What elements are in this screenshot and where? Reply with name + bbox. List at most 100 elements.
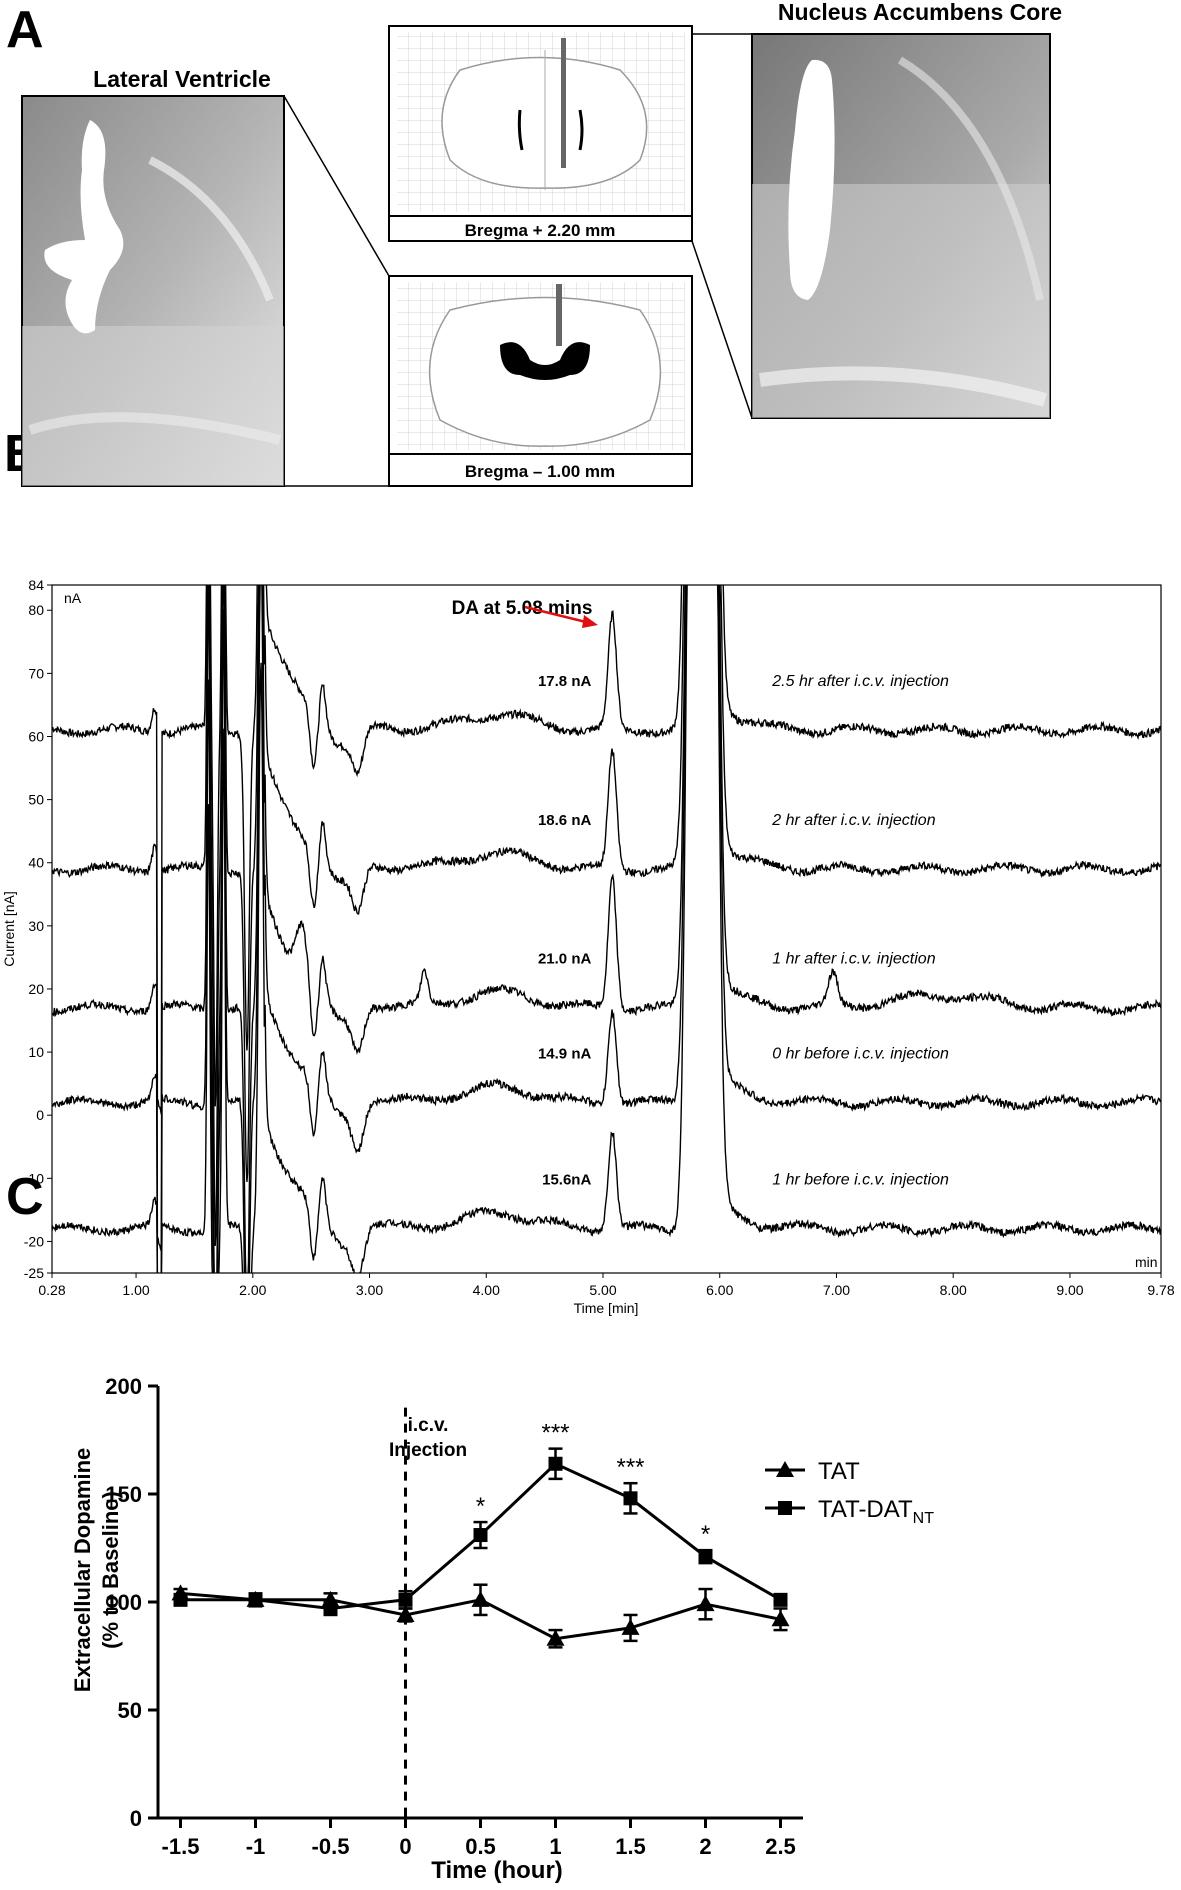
tat-point xyxy=(396,1605,415,1622)
series-label: 0 hr before i.c.v. injection xyxy=(772,1045,949,1062)
chromatogram-y-axis: 84 80 70 60 50 40 30 20 10 0 -10 -20 -25 xyxy=(24,577,52,1281)
y-tick-label: 30 xyxy=(28,918,44,934)
chromatogram-trace xyxy=(52,585,1161,1252)
y-tick-label: 100 xyxy=(105,1590,142,1615)
x-tick-label: 2 xyxy=(699,1834,711,1859)
tat-point xyxy=(471,1590,490,1607)
panel-c-letter: C xyxy=(6,1168,44,1226)
x-tick-label: -0.5 xyxy=(312,1834,350,1859)
x-tick-label: 1 xyxy=(549,1834,561,1859)
dopamine-chart: 0 50 100 150 200 -1.5 -1 -0.5 0 0.5 1 1.5 2 2.5 i.c.v… xyxy=(70,1374,934,1884)
tatdat-point xyxy=(548,1456,563,1471)
significance-marker: *** xyxy=(541,1420,569,1447)
chromatogram-series-labels: 2.5 hr after i.c.v. injection 2 hr after … xyxy=(771,673,949,1189)
tatdat-point xyxy=(248,1592,263,1607)
y-tick-label: 200 xyxy=(105,1374,142,1399)
dopamine-axes: 0 50 100 150 200 -1.5 -1 -0.5 0 0.5 1 1.5 2 2.5 xyxy=(105,1374,803,1859)
dopamine-legend: TAT TAT-DATNT xyxy=(765,1458,934,1527)
y-tick-label: 80 xyxy=(28,602,44,618)
atlas-section-bottom: Bregma – 1.00 mm xyxy=(388,275,693,487)
injection-label-line2: Injection xyxy=(389,1440,467,1461)
x-tick-label: 3.00 xyxy=(356,1282,383,1298)
dopamine-y-axis-title-line2: (% to Baseline) xyxy=(98,1491,123,1649)
atlas-top-label: Bregma + 2.20 mm xyxy=(465,221,616,240)
atlas-section-top: Bregma + 2.20 mm xyxy=(388,25,693,242)
tat-point xyxy=(546,1629,565,1646)
da-peak-label: 18.6 nA xyxy=(538,812,592,829)
y-tick-label: 20 xyxy=(28,981,44,997)
tatdat-point xyxy=(398,1592,413,1607)
chromatogram-x-axis: 0.28 1.00 2.00 3.00 4.00 5.00 6.00 7.00 8.00 9.00… xyxy=(38,1273,1175,1298)
x-tick-label: 1.00 xyxy=(122,1282,149,1298)
atlas-bottom-label: Bregma – 1.00 mm xyxy=(465,462,615,481)
y-tick-label: -10 xyxy=(24,1170,44,1186)
y-tick-label: 60 xyxy=(28,728,44,744)
y-tick-label: 150 xyxy=(105,1482,142,1507)
x-tick-label: 0.5 xyxy=(465,1834,496,1859)
significance-marker: *** xyxy=(616,1454,644,1481)
x-tick-label: 9.00 xyxy=(1056,1282,1083,1298)
y-tick-label: -25 xyxy=(24,1265,44,1281)
tatdat-point xyxy=(623,1491,638,1506)
connector-lines xyxy=(283,33,753,487)
y-tick-label: 40 xyxy=(28,855,44,871)
chromatogram-unit-label: nA xyxy=(64,590,82,606)
injection-label-line1: i.c.v. xyxy=(408,1415,449,1436)
nucleus-accumbens-photo xyxy=(751,33,1051,419)
da-peak-label: 17.8 nA xyxy=(538,673,592,690)
dopamine-y-axis-title-line1: Extracellular Dopamine xyxy=(70,1448,95,1693)
chromatogram-trace xyxy=(52,585,1161,1273)
tat-point xyxy=(621,1618,640,1635)
legend-tat-label: TAT xyxy=(818,1458,860,1485)
legend-tatdat-subscript: NT xyxy=(913,1510,935,1527)
series-label: 1 hr before i.c.v. injection xyxy=(772,1172,949,1189)
significance-marker: * xyxy=(476,1493,485,1520)
da-peak-label: 14.9 nA xyxy=(538,1045,592,1062)
y-tick-label: 0 xyxy=(36,1107,44,1123)
legend-tatdat-marker xyxy=(778,1501,792,1515)
tatdat-point xyxy=(473,1528,488,1543)
chromatogram-trace xyxy=(52,585,1161,1115)
chromatogram-chart: 84 80 70 60 50 40 30 20 10 0 -10 -20 -25 0.28 1.00 2.0… xyxy=(1,577,1175,1316)
x-tick-label: 1.5 xyxy=(615,1834,646,1859)
panel-a-histology: Lateral Ventricle Bregma + 2.20 mm Bregm… xyxy=(21,0,1062,487)
y-tick-label: 0 xyxy=(130,1806,142,1831)
panel-a-letter: A xyxy=(6,1,44,59)
tatdat-point xyxy=(323,1601,338,1616)
da-annotation: DA at 5.08 mins xyxy=(452,598,598,628)
dopamine-x-axis-title: Time (hour) xyxy=(431,1857,563,1884)
series-label: 1 hr after i.c.v. injection xyxy=(772,951,935,968)
da-annotation-arrowhead xyxy=(582,615,598,628)
da-peak-label: 15.6nA xyxy=(542,1172,591,1189)
lateral-ventricle-photo xyxy=(21,95,285,487)
chromatogram-plot-frame xyxy=(51,584,1162,1274)
chromatogram-x-axis-title: Time [min] xyxy=(574,1300,639,1316)
x-tick-label: 6.00 xyxy=(706,1282,733,1298)
significance-marker: * xyxy=(701,1521,710,1548)
tatdat-point xyxy=(698,1549,713,1564)
dopamine-series xyxy=(171,1447,790,1649)
x-tick-label: 0 xyxy=(399,1834,411,1859)
y-tick-label: 10 xyxy=(28,1044,44,1060)
x-tick-label: 2.00 xyxy=(239,1282,266,1298)
series-label: 2.5 hr after i.c.v. injection xyxy=(771,673,949,690)
chromatogram-x-unit-label: min xyxy=(1135,1254,1158,1270)
da-annotation-label: DA at 5.08 mins xyxy=(452,598,593,619)
chromatogram-y-axis-title: Current [nA] xyxy=(1,891,17,966)
tatdat-point xyxy=(773,1592,788,1607)
x-tick-label: 8.00 xyxy=(940,1282,967,1298)
legend-tat-marker xyxy=(776,1461,794,1477)
chromatogram-traces xyxy=(52,585,1161,1273)
x-tick-label: 7.00 xyxy=(823,1282,850,1298)
y-tick-label: 70 xyxy=(28,665,44,681)
y-tick-label: 50 xyxy=(28,792,44,808)
x-tick-label: 5.00 xyxy=(589,1282,616,1298)
y-tick-label: -20 xyxy=(24,1233,44,1249)
y-tick-label: 50 xyxy=(118,1698,142,1723)
chromatogram-trace xyxy=(52,585,1161,1273)
x-tick-label: -1 xyxy=(246,1834,266,1859)
x-tick-label: 0.28 xyxy=(38,1282,65,1298)
legend-tatdat-name: TAT-DAT xyxy=(818,1496,913,1523)
lateral-ventricle-title: Lateral Ventricle xyxy=(93,66,271,92)
x-tick-label: 4.00 xyxy=(473,1282,500,1298)
